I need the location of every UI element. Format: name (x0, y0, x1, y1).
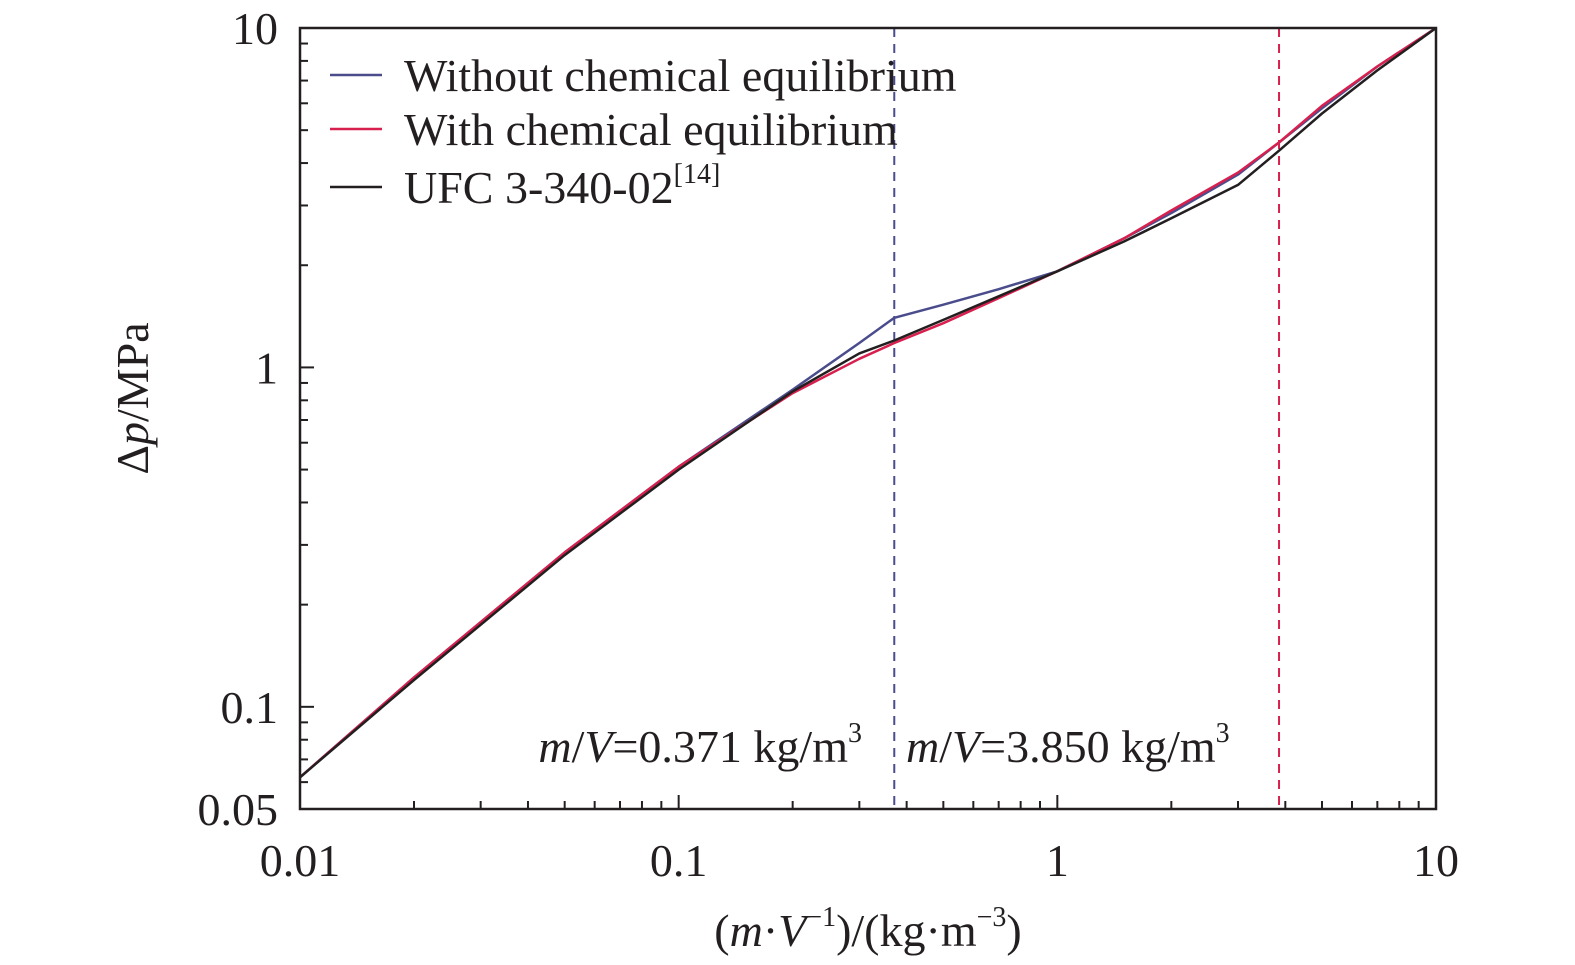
x-axis-title-dot: · (763, 905, 778, 956)
legend-label-with: With chemical equilibrium (404, 104, 898, 155)
x-axis-title-open: ( (714, 905, 729, 956)
x-axis-title-m-exponent: −3 (977, 902, 1007, 933)
y-tick-label: 0.1 (221, 682, 279, 733)
x-axis-title: (m·V−1)/(kg·m−3) (714, 902, 1021, 956)
annotation-0371-m: m (538, 721, 571, 772)
tick-labels: 0.01 0.1 1 10 0.05 0.1 1 10 (198, 3, 1460, 886)
x-axis-title-v-exponent: −1 (806, 902, 836, 933)
x-axis-title-v: V (778, 905, 811, 956)
annotation-3850-m: m (906, 721, 939, 772)
legend-label-ufc-ref: [14] (674, 159, 721, 190)
y-tick-label: 10 (232, 3, 278, 54)
y-axis-title-p: p (107, 422, 158, 448)
annotation-3850-slash: / (939, 721, 952, 772)
minor-ticks (299, 42, 1420, 810)
series-line-1 (299, 26, 1437, 779)
annotation-mv-0371: m/V=0.371 kg/m3 (538, 718, 862, 772)
reference-lines (893, 28, 1281, 809)
legend: Without chemical equilibrium With chemic… (330, 50, 957, 213)
annotation-3850-v: V (952, 721, 985, 772)
annotation-0371-exp: 3 (848, 718, 862, 749)
annotation-3850-exp: 3 (1216, 718, 1230, 749)
x-tick-label: 0.1 (650, 835, 708, 886)
legend-label-without: Without chemical equilibrium (404, 50, 957, 101)
plot-frame (298, 26, 1438, 811)
series-line-2 (299, 26, 1437, 779)
y-axis-title-delta: Δ (107, 445, 158, 475)
series-layer (299, 26, 1437, 779)
legend-label-ufc-name: UFC 3-340-02 (404, 162, 674, 213)
x-axis-title-m: m (730, 905, 763, 956)
x-tick-label: 0.01 (260, 835, 341, 886)
annotation-3850-value: =3.850 kg/m (980, 721, 1216, 772)
y-axis-title: Δp/MPa (107, 322, 158, 474)
x-tick-label: 1 (1046, 835, 1069, 886)
legend-label-ufc: UFC 3-340-02[14] (404, 159, 720, 213)
x-axis-title-close: ) (1006, 905, 1021, 956)
annotation-0371-value: =0.371 kg/m (612, 721, 848, 772)
y-tick-label: 0.05 (198, 784, 279, 835)
x-axis-title-mid: )/(kg·m (836, 905, 977, 956)
y-tick-label: 1 (255, 342, 278, 393)
annotation-mv-3850: m/V=3.850 kg/m3 (906, 718, 1230, 772)
y-axis-title-unit: /MPa (107, 322, 158, 422)
annotation-0371-v: V (584, 721, 617, 772)
x-tick-label: 10 (1413, 835, 1459, 886)
annotation-0371-slash: / (572, 721, 585, 772)
